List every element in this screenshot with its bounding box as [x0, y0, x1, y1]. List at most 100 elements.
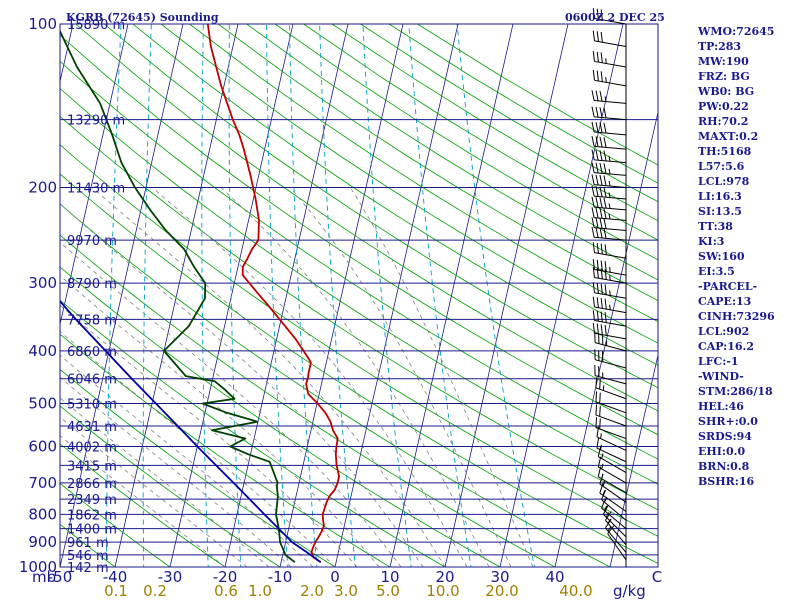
wind-barb — [594, 349, 627, 369]
dry-adiabat-line — [60, 266, 501, 567]
wind-barb — [592, 51, 627, 68]
temperature-tick-label: -30 — [158, 568, 183, 586]
stability-index: RH:70.2 — [698, 115, 749, 128]
wind-barb — [591, 207, 627, 221]
pressure-tick-label: 400 — [28, 342, 57, 360]
dry-adiabat-line — [60, 144, 658, 537]
temperature-tick-label: 10 — [380, 568, 399, 586]
stability-index: EHI:0.0 — [698, 445, 746, 458]
mixing-ratio-line — [201, 24, 209, 567]
dry-adiabat-line — [60, 482, 171, 567]
dry-adiabat-line — [60, 60, 658, 460]
mixing-ratio-tick-label: 1.0 — [248, 582, 272, 600]
wind-barb — [597, 456, 627, 484]
dry-adiabat-line — [60, 443, 226, 567]
mixing-ratio-tick-label: 5.0 — [376, 582, 400, 600]
height-label: 142 m — [67, 561, 109, 576]
mixing-ratio-line — [288, 24, 318, 567]
dry-adiabat-line — [60, 87, 658, 485]
stability-index: LI:16.3 — [698, 190, 742, 203]
height-label: 1862 m — [67, 508, 117, 523]
stability-index: WB0: BG — [698, 85, 755, 98]
height-label: 2866 m — [67, 477, 117, 492]
temperature-tick-label: -20 — [213, 568, 238, 586]
wind-barb — [592, 296, 627, 314]
wind-barb — [592, 267, 627, 284]
temperature-tick-label: C — [652, 568, 662, 586]
temperature-tick-label: -50 — [48, 568, 73, 586]
mixing-ratio-line — [142, 24, 152, 567]
moist-adiabat-line — [60, 241, 402, 567]
dry-adiabat-line — [160, 24, 658, 344]
wind-barb-column — [591, 8, 627, 567]
chart-title: KGRB (72645) Sounding — [66, 11, 219, 24]
wind-barb — [591, 217, 627, 231]
stability-index: WMO:72645 — [698, 25, 775, 38]
wind-barb — [592, 30, 627, 47]
stability-indices-panel: WMO:72645 TP:283 MW:190 FRZ: BG WB0: BG PW:0.… — [698, 24, 798, 489]
wind-barb — [595, 377, 627, 400]
dry-adiabat-line — [103, 24, 658, 389]
height-label: 15890 m — [67, 18, 125, 33]
stability-index: LFC:-1 — [698, 355, 739, 368]
stability-index: SW:160 — [698, 250, 745, 263]
dry-adiabat-line — [274, 24, 658, 261]
wind-barb — [591, 174, 627, 188]
height-label: 5310 m — [67, 398, 117, 413]
mixing-ratio-tick-label: 20.0 — [485, 582, 518, 600]
height-label: 7758 m — [67, 313, 117, 328]
pressure-tick-label: 900 — [28, 533, 57, 551]
wind-barb — [596, 437, 627, 463]
height-label: 13290 m — [67, 114, 125, 129]
wind-barb — [607, 525, 627, 561]
stability-index: SRDS:94 — [698, 430, 752, 443]
wind-barb — [597, 446, 627, 473]
dry-adiabat-line — [60, 368, 336, 567]
wind-barb — [591, 121, 627, 136]
moist-adiabat-line — [60, 330, 336, 567]
pressure-tick-label: 700 — [28, 474, 57, 492]
pressure-tick-label: 100 — [28, 15, 57, 33]
wind-barb — [591, 226, 627, 241]
pressure-tick-label: 300 — [28, 274, 57, 292]
stability-index: L57:5.6 — [698, 160, 745, 173]
mixing-ratio-line — [362, 24, 412, 567]
moist-adiabat-line — [289, 187, 512, 567]
mixing-ratio-tick-label: 3.0 — [334, 582, 358, 600]
stability-index: SHR+:0.0 — [698, 415, 758, 428]
mixing-ratio-line — [266, 24, 289, 567]
isotherm-line — [279, 24, 404, 567]
isotherm-line — [0, 24, 18, 567]
isotherm-line — [334, 24, 459, 567]
mixing-ratio-tick-label: 2.0 — [300, 582, 324, 600]
stability-index: PW:0.22 — [698, 100, 749, 113]
temperature-tick-label: 40 — [545, 568, 564, 586]
isotherm-line — [499, 24, 624, 567]
height-label: 4002 m — [67, 441, 117, 456]
height-label: 6860 m — [67, 345, 117, 360]
pressure-tick-label: 1000 — [19, 558, 57, 576]
pressure-unit-label: mb — [32, 568, 56, 586]
wind-barb — [592, 310, 627, 327]
wind-barb — [592, 69, 627, 87]
wind-barb — [595, 391, 627, 414]
wind-barb — [599, 482, 627, 512]
mixing-ratio-tick-label: 0.1 — [104, 582, 128, 600]
wind-barb — [591, 162, 627, 176]
moist-adiabat-line — [60, 376, 292, 567]
wind-barb — [592, 242, 627, 259]
isotherm-line — [224, 24, 349, 567]
wind-barb — [596, 426, 627, 451]
mixing-ratio-tick-label: 0.6 — [214, 582, 238, 600]
isotherm-line — [554, 110, 658, 567]
dry-adiabat-line — [217, 24, 658, 302]
mixing-ratio-line — [319, 24, 356, 567]
stability-index: LCL:978 — [698, 175, 750, 188]
dry-adiabat-line — [60, 523, 116, 567]
grid-layer — [0, 24, 658, 567]
stability-index: FRZ: BG — [698, 70, 750, 83]
isotherm-line — [389, 24, 514, 567]
stability-index: LCL:902 — [698, 325, 750, 338]
wind-barb — [592, 322, 627, 340]
